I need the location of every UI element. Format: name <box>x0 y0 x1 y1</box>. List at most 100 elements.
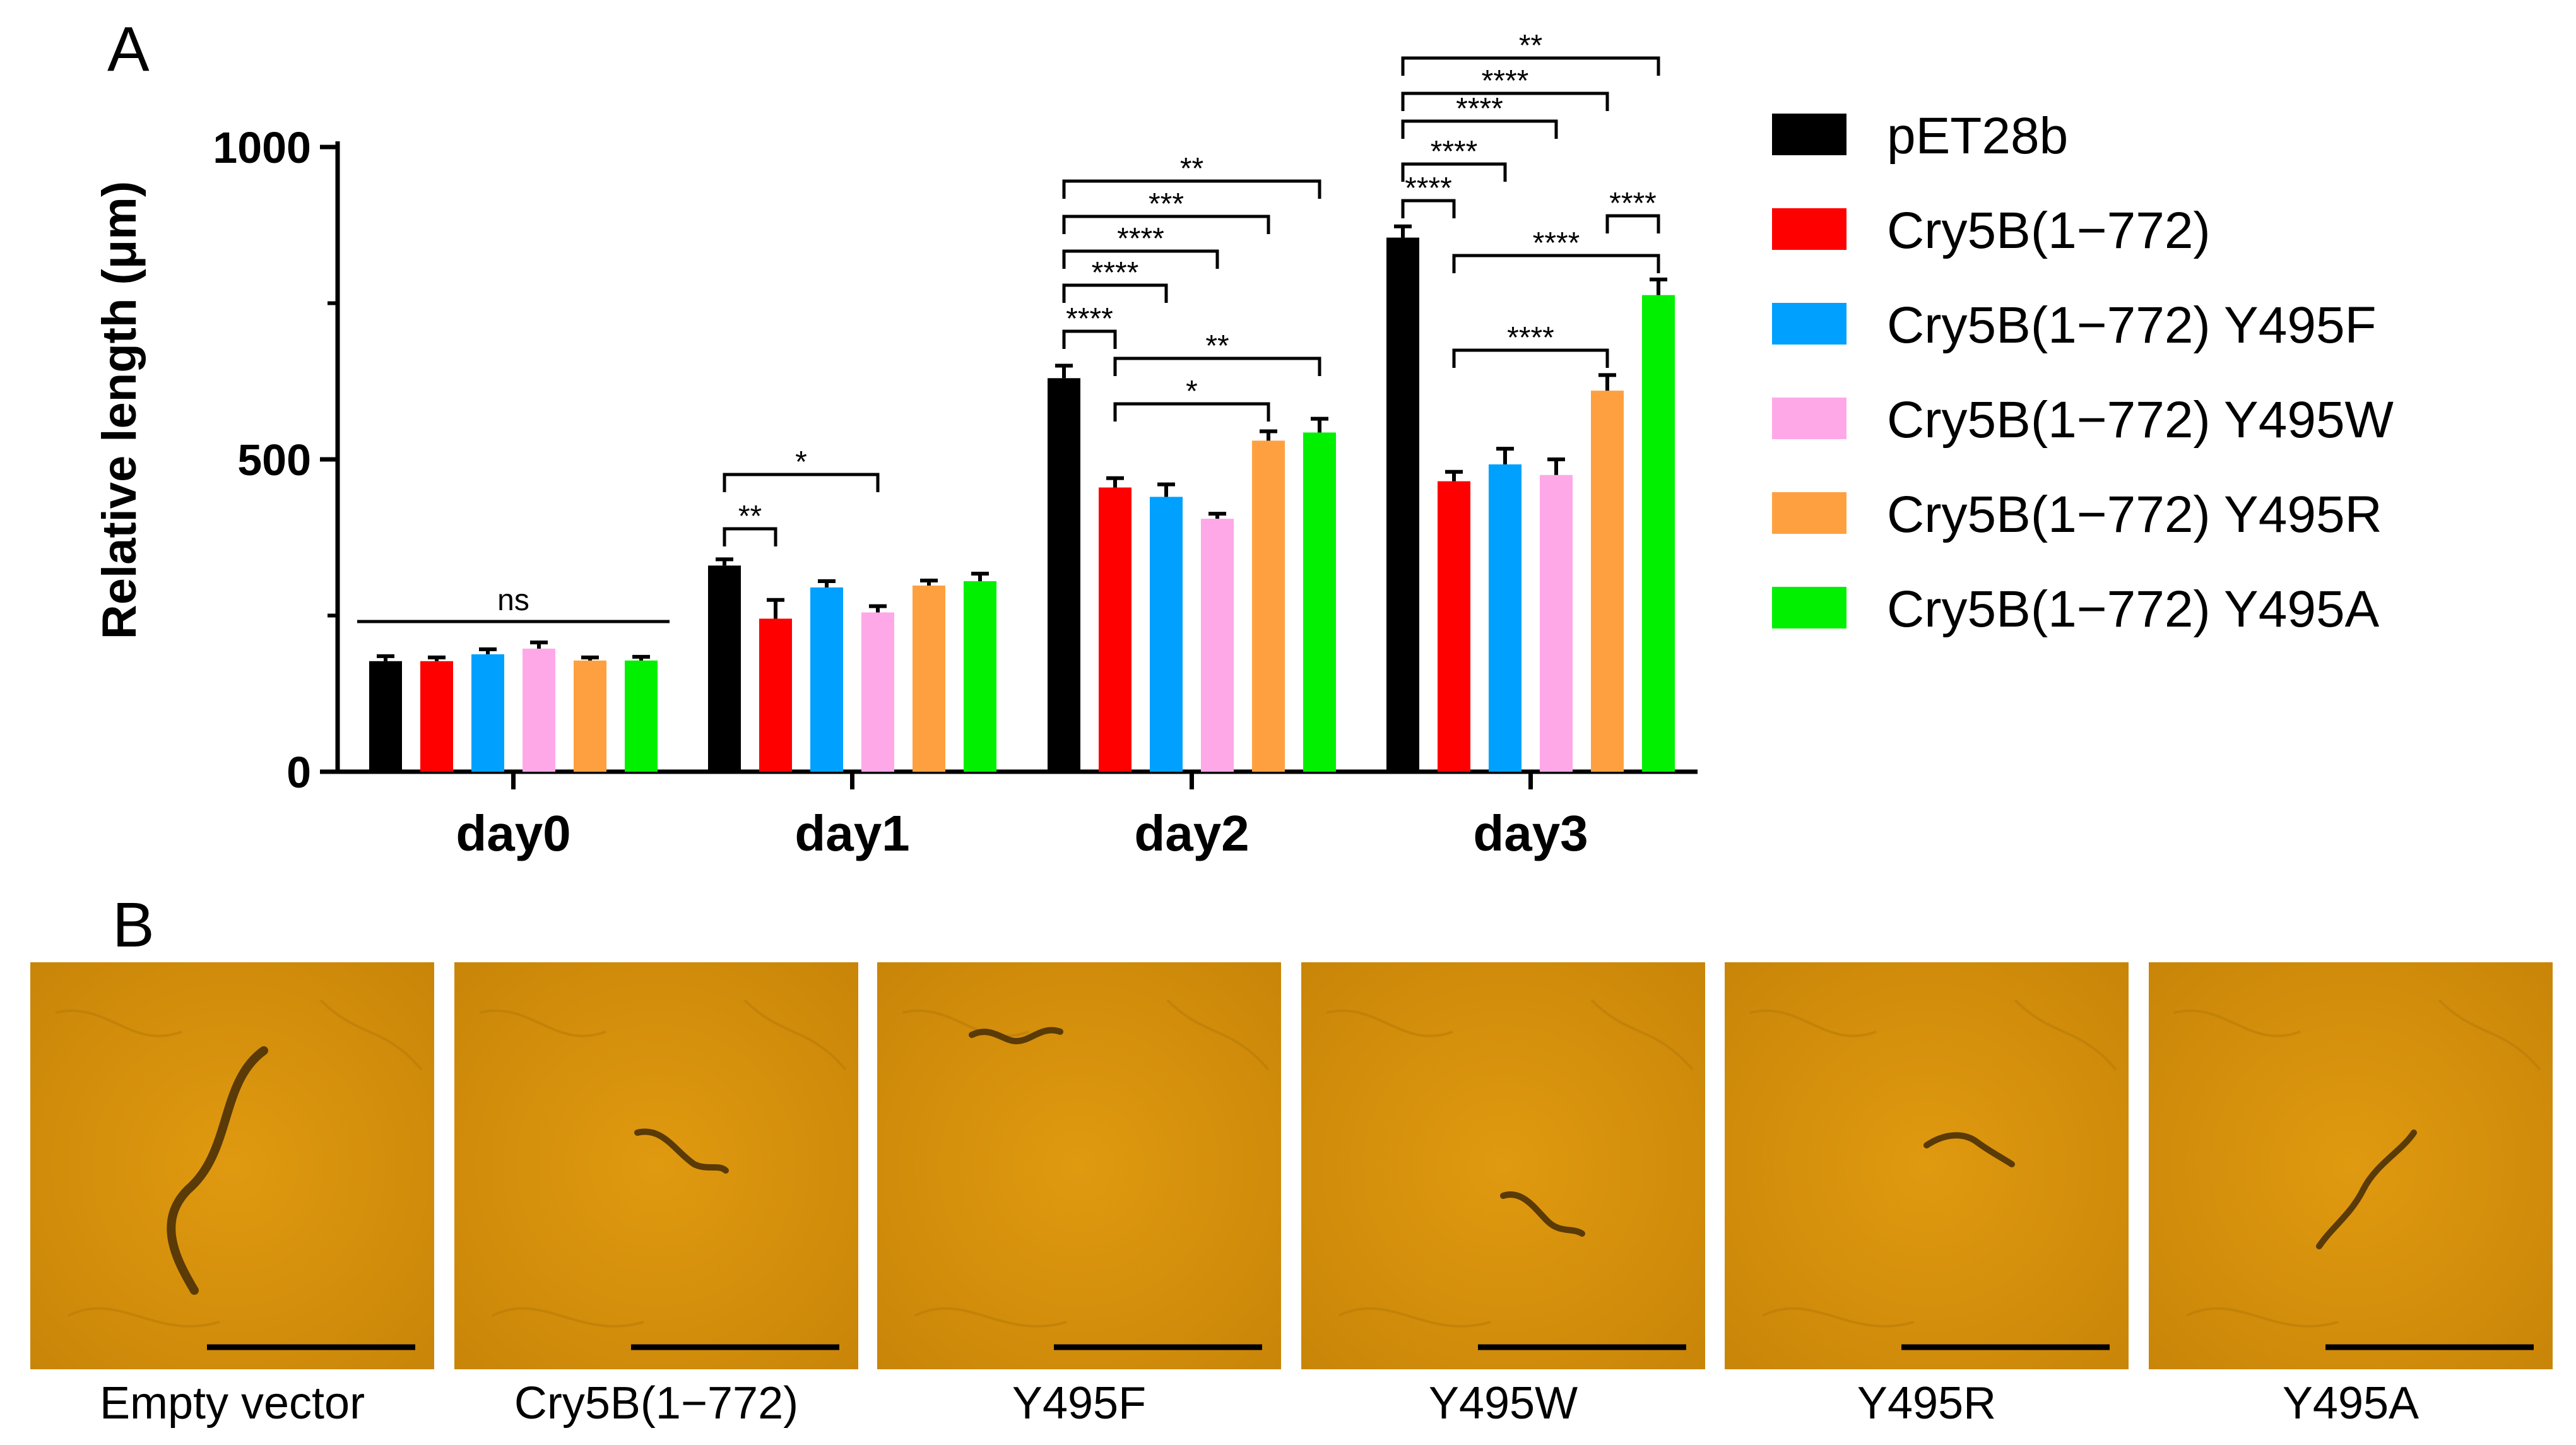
worm-tracks <box>902 999 1270 1328</box>
panel-b-label: B <box>112 890 155 960</box>
significance-bracket <box>1113 357 1321 376</box>
bar-day1-1 <box>759 618 792 772</box>
significance-label: **** <box>1507 321 1554 355</box>
bar-day2-4 <box>1252 440 1285 772</box>
bar-day3-2 <box>1489 464 1521 772</box>
significance-label: ** <box>1180 152 1203 186</box>
bar-day0-4 <box>574 660 606 772</box>
bar-day1-5 <box>964 581 996 772</box>
significance-bracket <box>1401 162 1507 182</box>
significance-label: ns <box>497 584 529 617</box>
image-panel-2 <box>877 962 1281 1369</box>
x-tick-label-day2: day2 <box>1134 805 1249 861</box>
legend-label-5: Cry5B(1−772) Y495A <box>1887 581 2380 638</box>
bar-day2-5 <box>1303 432 1336 772</box>
bar-day0-0 <box>369 661 402 772</box>
legend-swatch-4 <box>1772 492 1846 534</box>
significance-bracket <box>1062 215 1270 234</box>
significance-label: **** <box>1092 256 1139 290</box>
significance-label: **** <box>1482 64 1529 98</box>
significance-label: **** <box>1533 227 1580 260</box>
significance-bracket <box>1401 119 1558 139</box>
x-tick-label-day1: day1 <box>795 805 909 861</box>
y-tick-label: 500 <box>237 435 311 485</box>
image-panel-4 <box>1725 962 2129 1369</box>
significance-bracket <box>723 527 777 546</box>
legend-swatch-0 <box>1772 114 1846 155</box>
image-caption-3: Y495W <box>1429 1378 1578 1429</box>
significance-bracket <box>1401 56 1660 76</box>
bar-day3-4 <box>1591 391 1624 772</box>
bar-day2-3 <box>1201 519 1234 772</box>
worm-tracks <box>479 999 847 1328</box>
bar-day0-1 <box>420 661 453 772</box>
significance-bracket <box>1401 91 1609 111</box>
significance-bracket <box>1062 329 1117 349</box>
worm-tracks <box>1749 999 2117 1328</box>
y-axis-label: Relative length (μm) <box>93 181 146 639</box>
significance-bracket <box>1062 283 1168 303</box>
image-caption-5: Y495A <box>2283 1378 2419 1429</box>
legend-label-3: Cry5B(1−772) Y495W <box>1887 391 2394 449</box>
legend-swatch-2 <box>1772 303 1846 345</box>
bar-day1-2 <box>810 587 843 772</box>
bar-day3-3 <box>1540 475 1573 772</box>
significance-label: *** <box>1149 187 1184 221</box>
image-caption-1: Cry5B(1−772) <box>514 1378 798 1429</box>
legend-label-2: Cry5B(1−772) Y495F <box>1887 297 2377 354</box>
worm-tracks <box>55 999 423 1328</box>
bar-day3-0 <box>1386 237 1419 772</box>
bar-day1-4 <box>913 585 945 772</box>
significance-label: **** <box>1405 172 1452 205</box>
bar-day0-2 <box>471 654 504 772</box>
legend-swatch-3 <box>1772 398 1846 439</box>
significance-label: * <box>1186 375 1198 408</box>
significance-bracket <box>1062 179 1321 199</box>
x-tick-label-day0: day0 <box>456 805 570 861</box>
image-caption-0: Empty vector <box>100 1378 365 1429</box>
worm-tracks <box>1326 999 1694 1328</box>
significance-label: ** <box>738 500 762 533</box>
significance-label: ** <box>1205 329 1229 363</box>
worm <box>167 1046 268 1295</box>
worm <box>2316 1129 2417 1249</box>
significance-label: **** <box>1431 135 1478 168</box>
significance-bracket <box>1062 249 1219 269</box>
bar-day2-2 <box>1150 497 1183 772</box>
worm-image-panels: Empty vector Cry5B(1−772) Y495F Y495W Y495R Y… <box>30 962 2553 1429</box>
significance-bracket <box>1113 402 1270 422</box>
legend-label-0: pET28b <box>1887 107 2068 165</box>
significance-label: ** <box>1519 29 1542 62</box>
worm <box>634 1128 729 1174</box>
worm-tracks <box>2173 999 2541 1328</box>
significance-bracket <box>1401 199 1456 218</box>
significance-bracket <box>723 473 880 492</box>
bar-day3-5 <box>1642 295 1675 772</box>
y-tick-label: 1000 <box>213 123 311 172</box>
legend-swatch-1 <box>1772 208 1846 250</box>
significance-label: **** <box>1456 92 1503 126</box>
image-caption-4: Y495R <box>1857 1378 1996 1429</box>
image-panel-3 <box>1301 962 1705 1369</box>
bar-day3-1 <box>1438 481 1470 772</box>
significance-label: * <box>795 445 807 479</box>
legend-label-1: Cry5B(1−772) <box>1887 202 2211 259</box>
significance-bracket <box>1452 348 1609 368</box>
significance-label: **** <box>1117 222 1164 256</box>
legend: pET28b Cry5B(1−772) Cry5B(1−772) Y495F Cry5… <box>1772 107 2394 638</box>
x-tick-label-day3: day3 <box>1473 805 1588 861</box>
image-panel-0 <box>30 962 434 1369</box>
significance-bracket <box>1605 214 1660 233</box>
bar-day1-3 <box>861 612 894 772</box>
image-panel-1 <box>454 962 858 1369</box>
panel-a-label: A <box>107 14 150 85</box>
bar-day0-3 <box>523 648 555 772</box>
significance-label: **** <box>1066 302 1113 336</box>
legend-swatch-5 <box>1772 587 1846 628</box>
worm <box>1923 1132 2015 1167</box>
legend-label-4: Cry5B(1−772) Y495R <box>1887 486 2382 543</box>
image-panel-5 <box>2149 962 2553 1369</box>
worm <box>969 1027 1063 1045</box>
